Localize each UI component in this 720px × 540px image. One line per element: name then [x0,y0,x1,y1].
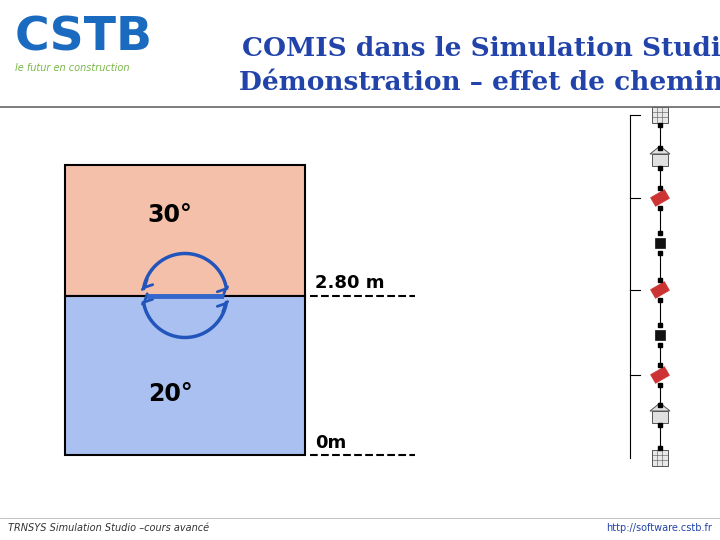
Bar [655,238,665,248]
Bar [652,107,668,123]
Polygon shape [650,403,670,411]
Text: http://software.cstb.fr: http://software.cstb.fr [606,523,712,533]
Text: TRNSYS Simulation Studio –cours avancé: TRNSYS Simulation Studio –cours avancé [8,523,209,533]
Bar [652,411,668,423]
Text: Démonstration – effet de cheminé: Démonstration – effet de cheminé [239,70,720,94]
Bar [652,154,668,166]
Text: COMIS dans le Simulation Studio: COMIS dans le Simulation Studio [242,36,720,60]
Text: 20°: 20° [148,382,192,407]
Bar [652,450,668,466]
Text: 0m: 0m [315,434,346,452]
Bar [65,295,305,455]
Polygon shape [650,146,670,154]
Bar [651,367,670,383]
Bar [65,165,305,295]
Bar [651,190,670,206]
Text: le futur en construction: le futur en construction [15,63,130,73]
Bar [655,330,665,340]
Text: 2.80 m: 2.80 m [315,274,384,293]
Text: CSTB: CSTB [15,16,153,60]
Bar [651,282,670,298]
Text: 30°: 30° [148,202,192,227]
